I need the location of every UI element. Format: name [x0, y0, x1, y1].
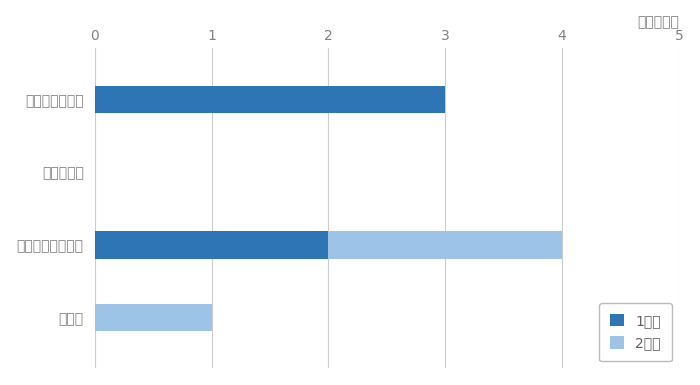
Bar — [94, 231, 328, 259]
Legend: 1番目, 2番目: 1番目, 2番目 — [599, 303, 672, 362]
Bar — [94, 304, 211, 331]
Bar — [328, 231, 562, 259]
Bar — [94, 85, 445, 113]
Text: （品目数）: （品目数） — [637, 15, 679, 29]
